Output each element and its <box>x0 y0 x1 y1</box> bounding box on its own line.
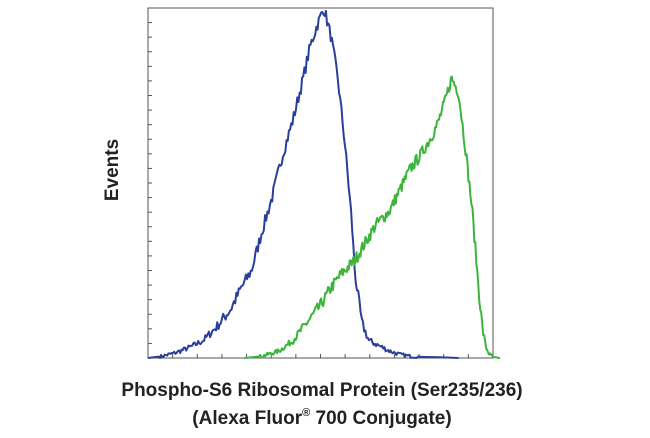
blue-series-line <box>147 9 459 359</box>
plot-frame <box>147 7 494 359</box>
axis-ticks <box>148 22 469 358</box>
x-axis-label-line2-prefix: (Alexa Fluor <box>192 408 302 429</box>
x-axis-label-line2: (Alexa Fluor® 700 Conjugate) <box>192 407 451 429</box>
green-series-line <box>244 75 501 359</box>
x-axis-label-line2-suffix: 700 Conjugate) <box>310 408 451 429</box>
series-layer <box>147 9 501 359</box>
y-axis-label: Events <box>102 139 123 201</box>
registered-mark: ® <box>302 407 310 419</box>
x-axis-label-line1: Phospho-S6 Ribosomal Protein (Ser235/236… <box>121 380 522 401</box>
